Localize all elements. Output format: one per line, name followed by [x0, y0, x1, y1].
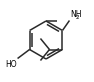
Text: 2: 2	[76, 15, 79, 20]
Text: HO: HO	[5, 60, 17, 69]
Text: NH: NH	[70, 10, 81, 19]
